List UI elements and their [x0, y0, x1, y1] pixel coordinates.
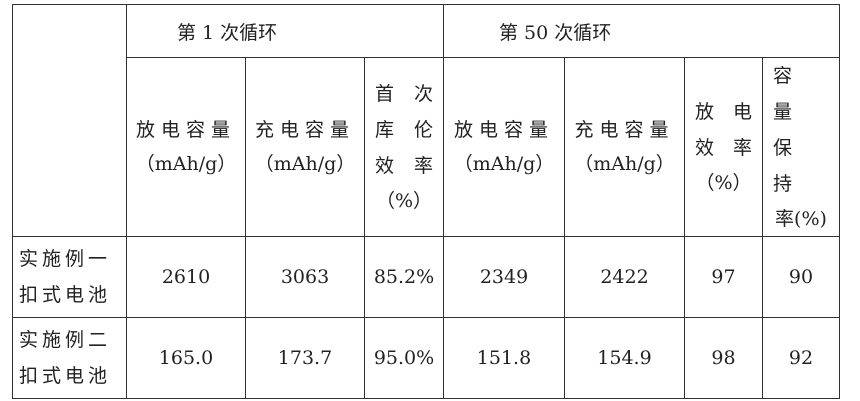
table-cell: 90 — [762, 236, 840, 318]
header-label-line: 效 率 — [375, 155, 433, 177]
header-label-line: 容 量 — [773, 65, 812, 123]
row-label: 实施例二 扣式电池 — [12, 317, 127, 399]
group-header-row: 第 1 次循环 第 50 次循环 — [12, 4, 840, 237]
row-label-line: 扣式电池 — [19, 284, 112, 306]
header-discharge-efficiency: 放 电 效 率 （%） — [684, 57, 763, 237]
table-cell: 2610 — [126, 236, 246, 318]
header-unit: （mAh/g） — [135, 153, 237, 175]
row-label-line: 实施例一 — [19, 248, 112, 270]
row-label-line: 扣式电池 — [19, 365, 112, 387]
header-discharge-capacity-50: 放电容量 （mAh/g） — [443, 57, 565, 237]
group-cycle-1: 第 1 次循环 — [126, 4, 444, 58]
table-cell: 92 — [762, 317, 840, 399]
table-cell: 97 — [684, 236, 763, 318]
header-label-line: 放 电 — [695, 101, 753, 123]
table-row: 实施例一 扣式电池 2610 3063 85.2% 2349 2422 97 9… — [12, 236, 840, 318]
header-label: 充电容量 — [254, 119, 355, 141]
header-unit: （%） — [695, 172, 752, 194]
header-discharge-capacity-1: 放电容量 （mAh/g） — [126, 57, 246, 237]
table-cell: 3063 — [245, 236, 365, 318]
corner-cell — [12, 4, 127, 237]
header-label-line: 保 持 — [773, 137, 812, 195]
header-unit: 率(%) — [775, 208, 827, 230]
header-coulombic-efficiency: 首 次 库 伦 效 率 （%） — [364, 57, 444, 237]
header-charge-capacity-1: 充电容量 （mAh/g） — [245, 57, 365, 237]
table-cell: 85.2% — [364, 236, 444, 318]
table-cell: 95.0% — [364, 317, 444, 399]
header-label: 充电容量 — [574, 119, 675, 141]
table-cell: 2422 — [564, 236, 685, 318]
header-charge-capacity-50: 充电容量 （mAh/g） — [564, 57, 685, 237]
table-cell: 98 — [684, 317, 763, 399]
header-label-line: 库 伦 — [375, 119, 433, 141]
header-label: 放电容量 — [453, 119, 554, 141]
header-unit: （%） — [375, 190, 433, 212]
table-row: 实施例二 扣式电池 165.0 173.7 95.0% 151.8 154.9 … — [12, 317, 840, 399]
header-unit: （mAh/g） — [254, 153, 356, 175]
header-unit: （mAh/g） — [453, 153, 555, 175]
results-table: 第 1 次循环 第 50 次循环 放电容量 （mAh/g） 充电容量 （mAh/… — [12, 4, 840, 399]
header-label-line: 效 率 — [695, 137, 753, 159]
table-cell: 154.9 — [564, 317, 685, 399]
row-label-line: 实施例二 — [19, 329, 112, 351]
header-label-line: 首 次 — [375, 83, 433, 105]
table-cell: 173.7 — [245, 317, 365, 399]
group-cycle-50: 第 50 次循环 — [443, 4, 840, 58]
header-capacity-retention: 容 量 保 持 率(%) — [762, 57, 840, 237]
table-cell: 165.0 — [126, 317, 246, 399]
header-label: 放电容量 — [135, 119, 236, 141]
header-unit: （mAh/g） — [574, 153, 675, 175]
column-header-row: 放电容量 （mAh/g） 充电容量 （mAh/g） 首 次 库 伦 效 率 （%… — [13, 57, 840, 237]
table-cell: 2349 — [443, 236, 565, 318]
table-cell: 151.8 — [443, 317, 565, 399]
row-label: 实施例一 扣式电池 — [12, 236, 127, 318]
